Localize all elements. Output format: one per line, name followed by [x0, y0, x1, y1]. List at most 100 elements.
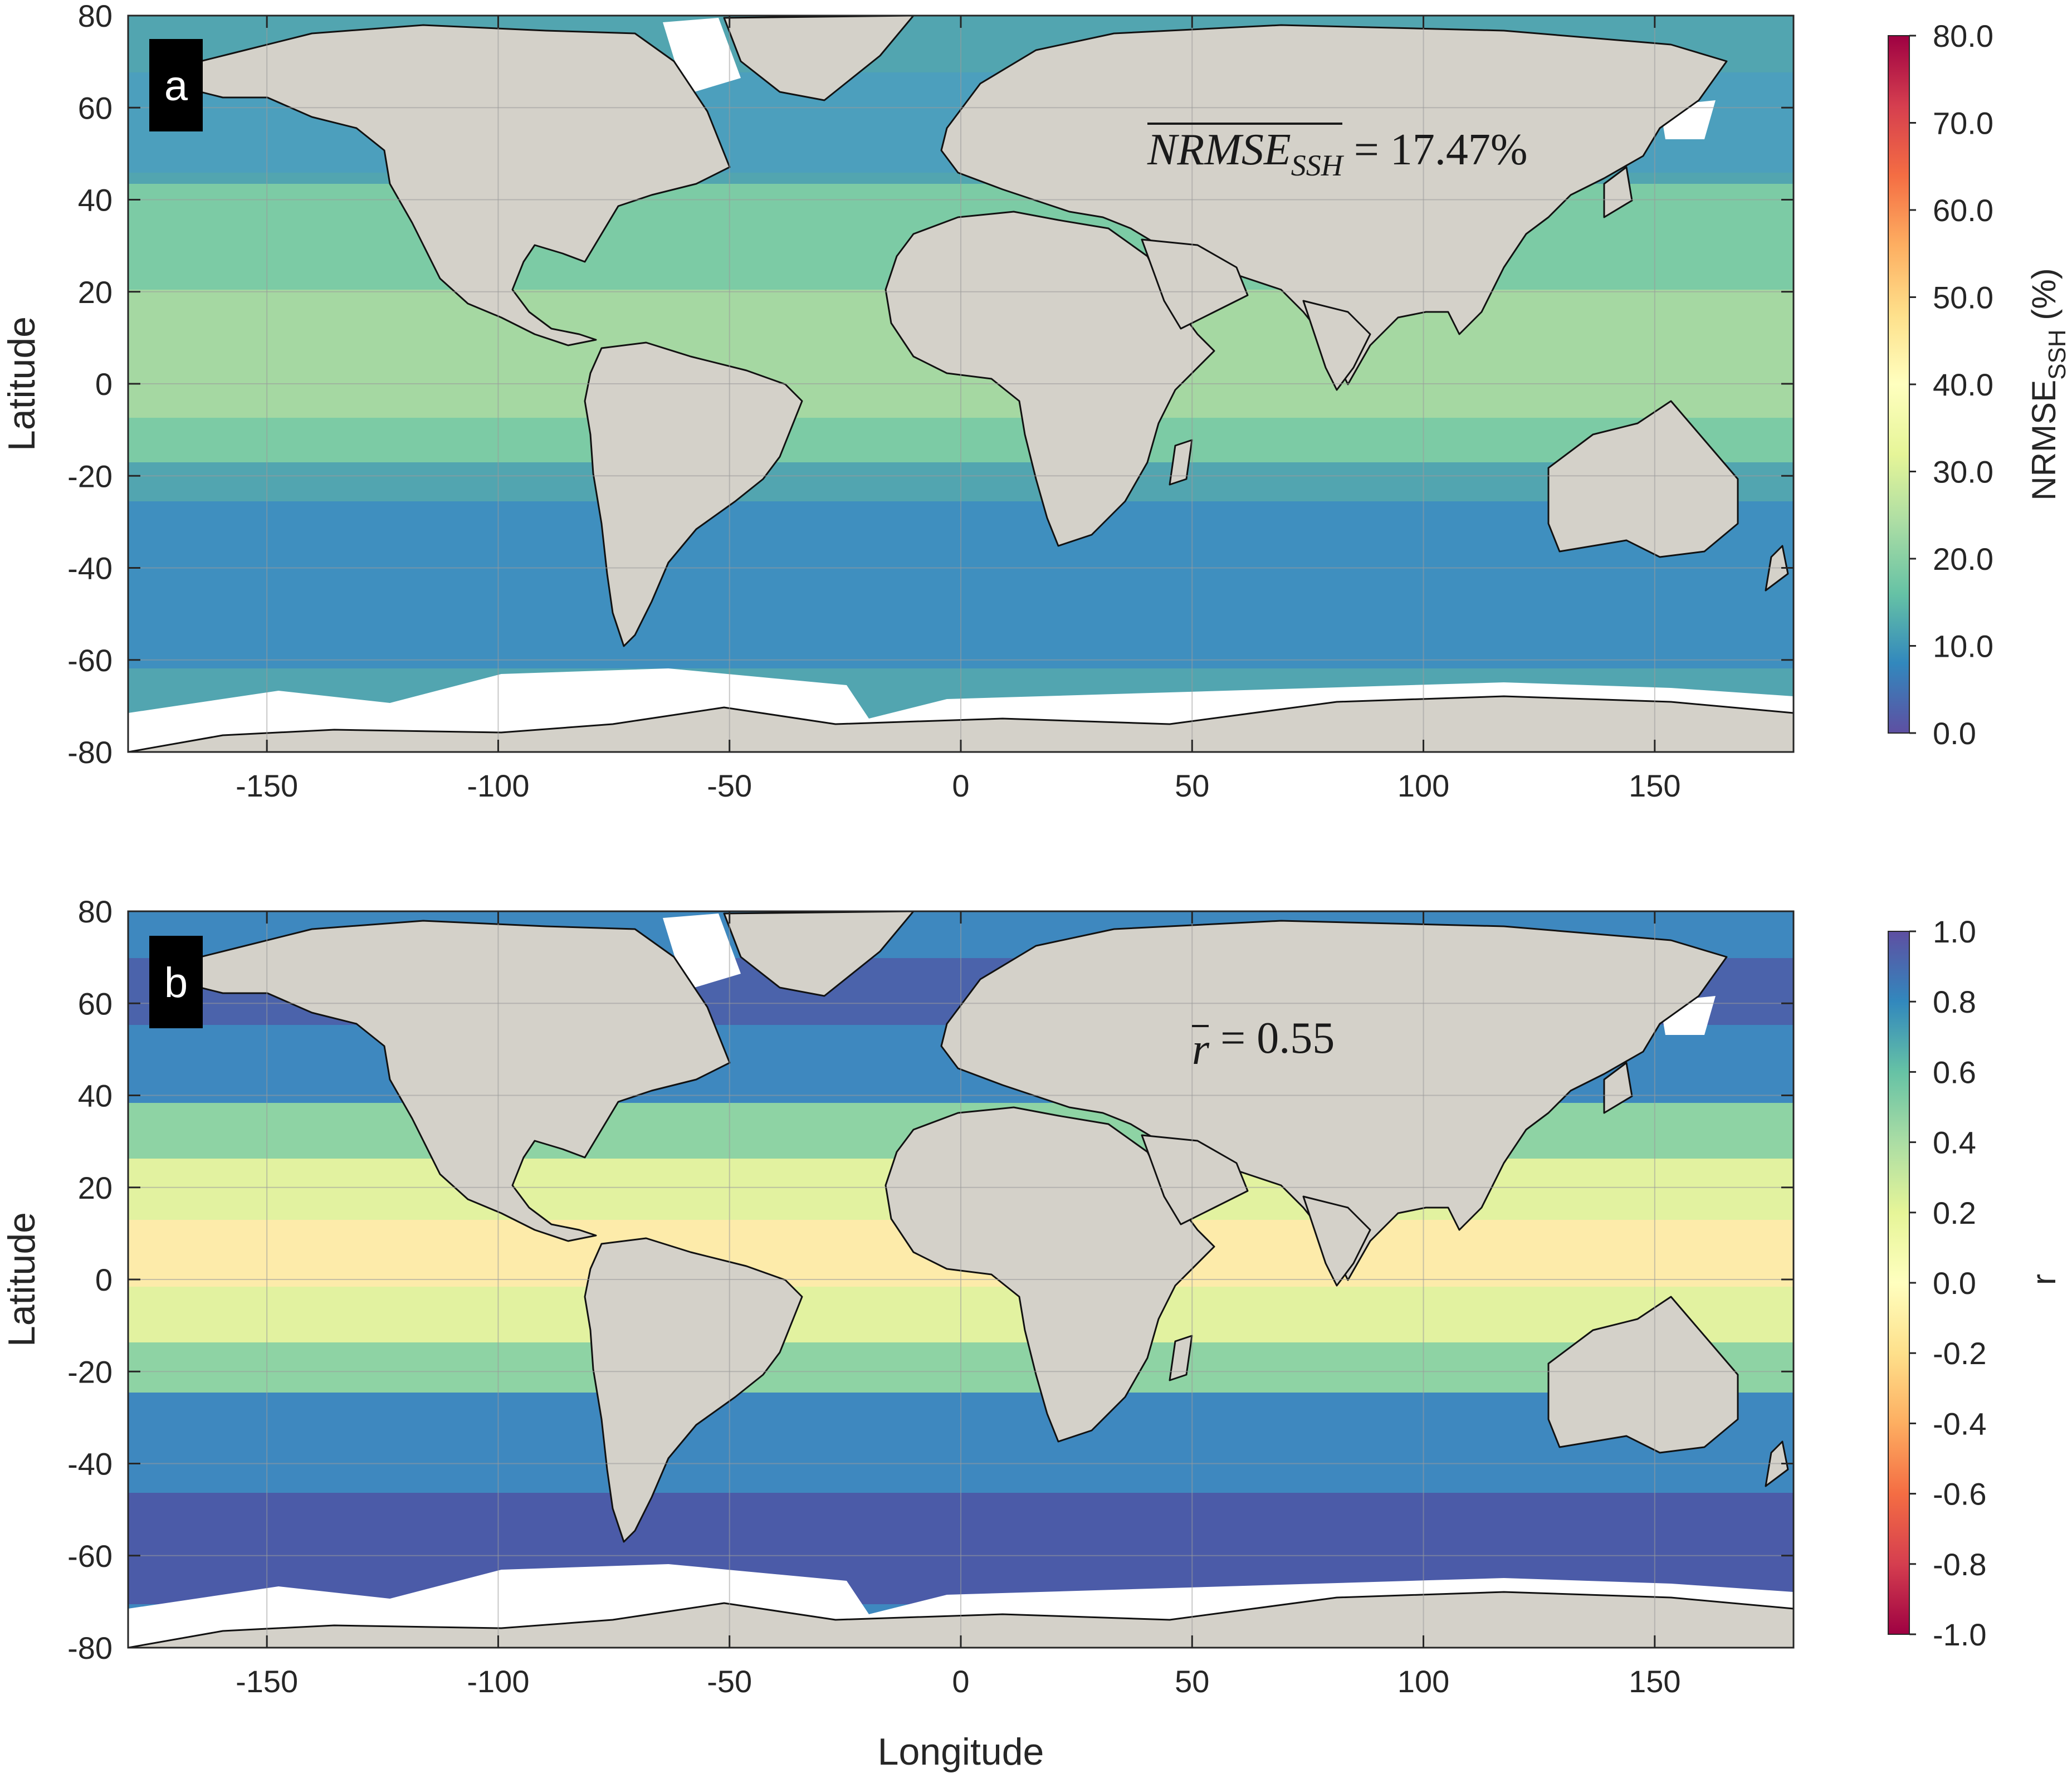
colorbar-tick-label: 0.6	[1933, 1054, 1976, 1090]
colorbar-b-bar	[1888, 931, 1910, 1635]
colorbar-a-ticks: 0.0 10.0 20.0 30.0 40.0 50.0 60.0 70.0 80.0	[1909, 18, 1993, 751]
annotation-a: NRMSESSH = 17.47%	[1147, 123, 1528, 182]
xtick-label: 50	[1175, 768, 1209, 803]
colorbar-tick-label: 20.0	[1933, 541, 1993, 577]
ytick-label: 20	[78, 1170, 113, 1205]
japan-a	[1603, 166, 1633, 218]
colorbar-a: 0.0 10.0 20.0 30.0 40.0 50.0 60.0 70.0 80.0 NRMS…	[1888, 18, 2071, 751]
north-america-b	[177, 920, 731, 1242]
ytick-label: 0	[95, 367, 113, 402]
eurasia-b	[940, 920, 1728, 1281]
annotation-a-rest: = 17.47%	[1343, 125, 1528, 174]
colorbar-tick-label: 1.0	[1933, 914, 1976, 949]
annotation-a-symbol: NRMSE	[1147, 125, 1291, 174]
badge-a: a	[149, 39, 203, 131]
ytick-label: 20	[78, 275, 113, 310]
xtick-label: 150	[1629, 768, 1680, 803]
colorbar-tick-label: 60.0	[1933, 193, 1993, 228]
eurasia-a	[940, 24, 1728, 385]
ytick-label: 80	[78, 0, 113, 33]
annotation-b: r = 0.55	[1192, 1014, 1335, 1074]
xtick-label: -100	[467, 768, 529, 803]
badge-b-text: b	[164, 959, 188, 1007]
australia-b	[1547, 1296, 1739, 1454]
india-b	[1302, 1195, 1371, 1287]
australia-a	[1547, 400, 1739, 558]
south-america-b	[584, 1237, 803, 1543]
ytick-label: -20	[67, 458, 113, 494]
colorbar-tick-label: 40.0	[1933, 367, 1993, 402]
xtick-label: -50	[707, 768, 752, 803]
ytick-label: 60	[78, 90, 113, 125]
badge-b: b	[149, 936, 203, 1028]
colorbar-b: -1.0 -0.8 -0.6 -0.4 -0.2 0.0 0.2 0.4 0.6 0.8 1.0 r	[1888, 914, 2063, 1652]
arabia-a	[1141, 238, 1249, 330]
ytick-label: -40	[67, 551, 113, 586]
xtick-label: 100	[1397, 1664, 1449, 1699]
colorbar-tick-label: 0.4	[1933, 1125, 1976, 1160]
svg-text:NRMSESSH = 17.47%: NRMSESSH = 17.47%	[1147, 125, 1528, 182]
south-america-a	[584, 341, 803, 647]
north-america-a	[177, 24, 731, 346]
japan-b	[1603, 1062, 1633, 1114]
colorbar-tick-label: -0.2	[1933, 1336, 1987, 1371]
ytick-label: -60	[67, 643, 113, 678]
ytick-label: 40	[78, 183, 113, 218]
colorbar-b-label: r	[2025, 1274, 2063, 1285]
greenland-b	[723, 911, 915, 997]
xtick-label: -100	[467, 1664, 529, 1699]
ytick-label: -40	[67, 1447, 113, 1482]
ytick-label: -20	[67, 1354, 113, 1389]
badge-a-text: a	[164, 62, 188, 110]
ytick-label: 80	[78, 894, 113, 929]
colorbar-tick-label: -0.8	[1933, 1547, 1987, 1582]
colorbar-tick-label: 0.2	[1933, 1195, 1976, 1230]
land-b	[128, 911, 1794, 1648]
xticks-b: -150 -100 -50 0 50 100 150	[236, 911, 1681, 1699]
xticks-a: -150 -100 -50 0 50 100 150	[236, 16, 1681, 803]
colorbar-a-bar	[1888, 35, 1910, 734]
xtick-label: 150	[1629, 1664, 1680, 1699]
colorbar-b-ticks: -1.0 -0.8 -0.6 -0.4 -0.2 0.0 0.2 0.4 0.6 0.8 1.0	[1909, 914, 1987, 1652]
ytick-label: 40	[78, 1078, 113, 1113]
colorbar-tick-label: 70.0	[1933, 106, 1993, 141]
colorbar-a-label-unit: (%)	[2025, 268, 2063, 329]
india-a	[1302, 300, 1371, 391]
greenland-a	[723, 16, 915, 101]
colorbar-tick-label: 0.0	[1933, 1266, 1976, 1301]
colorbar-tick-label: 0.8	[1933, 984, 1976, 1019]
xtick-label: 0	[952, 768, 969, 803]
colorbar-tick-label: 0.0	[1933, 716, 1976, 751]
svg-text:r = 0.55: r = 0.55	[1192, 1014, 1335, 1074]
colorbar-a-label-main: NRMSE	[2025, 380, 2063, 501]
annotation-b-symbol: r	[1192, 1025, 1210, 1074]
xtick-label: 0	[952, 1664, 969, 1699]
colorbar-tick-label: 80.0	[1933, 18, 1993, 53]
panel-b: -150 -100 -50 0 50 100 150 80 60 40 20 0 -20 -40 -60 -…	[1, 894, 2063, 1773]
ytick-label: -60	[67, 1538, 113, 1574]
colorbar-tick-label: -0.4	[1933, 1406, 1987, 1441]
xtick-label: -150	[236, 1664, 298, 1699]
ytick-label: -80	[67, 735, 113, 770]
yticks-a: 80 60 40 20 0 -20 -40 -60 -80	[67, 0, 1794, 770]
xtick-label: 100	[1397, 768, 1449, 803]
madagascar-a	[1169, 439, 1193, 486]
ytick-label: -80	[67, 1630, 113, 1665]
xlabel-b: Longitude	[878, 1731, 1044, 1773]
colorbar-a-label-sub: SSH	[2044, 329, 2071, 379]
colorbar-tick-label: 50.0	[1933, 280, 1993, 315]
africa-b	[884, 1106, 1215, 1443]
xtick-label: 50	[1175, 1664, 1209, 1699]
colorbar-a-label: NRMSESSH (%)	[2025, 268, 2071, 500]
ylabel-a: Latitude	[1, 316, 43, 451]
xtick-label: -50	[707, 1664, 752, 1699]
africa-a	[884, 211, 1215, 547]
colorbar-tick-label: -1.0	[1933, 1617, 1987, 1652]
madagascar-b	[1169, 1335, 1193, 1381]
panel-a: -150 -100 -50 0 50 100 150 80 60 40 20 0 -20 -40 -60 -…	[1, 0, 2071, 803]
colorbar-tick-label: -0.6	[1933, 1477, 1987, 1512]
ylabel-b: Latitude	[1, 1212, 43, 1347]
colorbar-tick-label: 10.0	[1933, 629, 1993, 664]
ytick-label: 60	[78, 986, 113, 1021]
